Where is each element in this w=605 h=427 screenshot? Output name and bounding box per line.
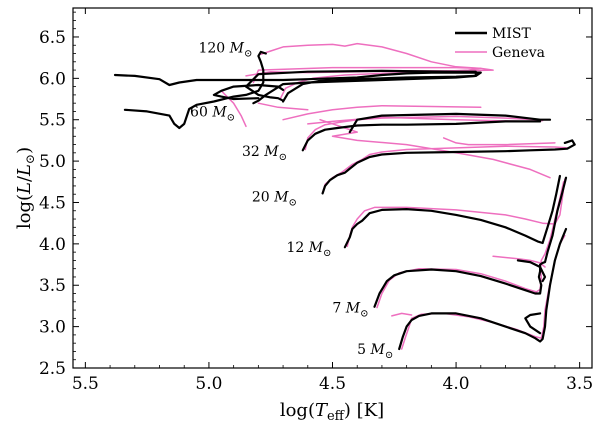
x-tick-label: 5.0 bbox=[195, 374, 222, 394]
mist-track-5 bbox=[398, 227, 568, 351]
mist-track-12 bbox=[343, 174, 561, 249]
legend: MIST Geneva bbox=[455, 26, 545, 61]
mist-track-20 bbox=[321, 139, 576, 195]
mass-labels: 120 M⊙ 60 M⊙ 32 M⊙ 20 M⊙ 12 M⊙ 7 M⊙ 5 M⊙ bbox=[190, 41, 393, 361]
y-tick-label: 6.5 bbox=[39, 28, 66, 48]
mist-track-32 bbox=[301, 120, 542, 152]
y-tick-label: 5.0 bbox=[39, 152, 66, 172]
y-tick-label: 4.0 bbox=[39, 235, 66, 255]
legend-label-geneva: Geneva bbox=[492, 45, 545, 61]
y-tick-label: 4.5 bbox=[39, 193, 66, 213]
y-tick-label: 2.5 bbox=[39, 359, 66, 379]
track-lines bbox=[113, 42, 576, 351]
y-tick-label: 3.5 bbox=[39, 276, 66, 296]
legend-label-mist: MIST bbox=[492, 26, 531, 42]
x-tick-label: 4.5 bbox=[319, 374, 346, 394]
geneva-track-5b bbox=[391, 312, 413, 317]
mass-label-7: 7 M⊙ bbox=[332, 301, 368, 320]
x-tick-label: 3.5 bbox=[566, 374, 593, 394]
y-axis-label: log(L/L⊙) bbox=[14, 147, 37, 229]
axis-ticks: 5.5 5.0 4.5 4.0 3.5 2.5 3.0 3.5 4.0 4.5 5.0 5.5 6.0 6… bbox=[39, 8, 593, 394]
mist-track-120b bbox=[123, 50, 267, 130]
geneva-track-12 bbox=[346, 178, 566, 248]
mist-track-7b bbox=[516, 259, 547, 283]
y-tick-label: 6.0 bbox=[39, 69, 66, 89]
geneva-track-32 bbox=[304, 115, 544, 151]
geneva-track-20b bbox=[442, 137, 556, 146]
mist-track-5b bbox=[524, 312, 542, 335]
mist-track-7 bbox=[373, 176, 568, 308]
geneva-track-120b bbox=[319, 118, 551, 179]
mist-track-32b bbox=[348, 112, 552, 134]
x-tick-label: 4.0 bbox=[443, 374, 470, 394]
y-tick-label: 5.5 bbox=[39, 111, 66, 131]
geneva-track-120c bbox=[257, 102, 309, 111]
mass-label-5: 5 M⊙ bbox=[357, 342, 393, 361]
mass-label-12: 12 M⊙ bbox=[286, 240, 331, 259]
geneva-track-60c bbox=[282, 104, 482, 121]
x-axis-label: log(Teff) [K] bbox=[280, 400, 384, 424]
mist-track-120 bbox=[113, 71, 482, 105]
mass-label-120: 120 M⊙ bbox=[198, 41, 252, 60]
mass-label-32: 32 M⊙ bbox=[242, 144, 287, 163]
y-tick-label: 3.0 bbox=[39, 318, 66, 338]
geneva-track-7 bbox=[376, 181, 565, 309]
mass-label-60: 60 M⊙ bbox=[190, 104, 235, 123]
mass-label-20: 20 M⊙ bbox=[252, 190, 297, 209]
x-tick-label: 5.5 bbox=[72, 374, 99, 394]
